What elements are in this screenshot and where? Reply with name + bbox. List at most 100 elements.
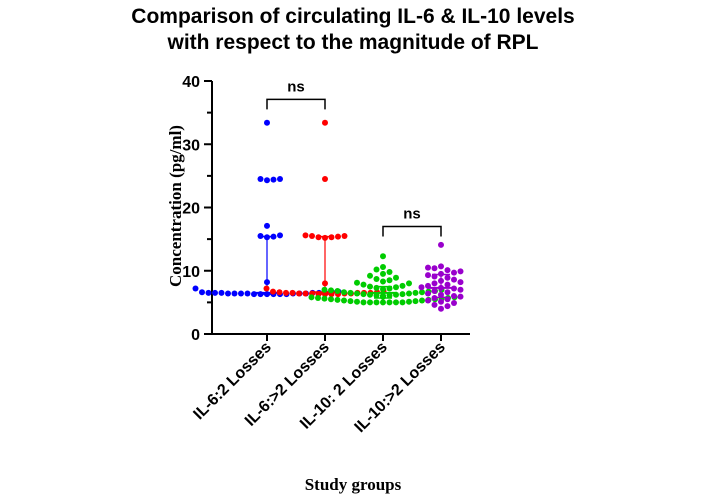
significance-annotations: ns ns: [266, 78, 442, 237]
data-point: [257, 291, 264, 298]
data-point: [373, 284, 380, 291]
data-point: [425, 264, 431, 271]
data-point: [322, 176, 328, 183]
data-point: [199, 289, 205, 296]
series-group: [418, 241, 464, 312]
data-point: [360, 281, 367, 288]
data-point: [412, 298, 419, 305]
series-group: [192, 119, 342, 298]
data-point: [373, 292, 380, 299]
data-point: [347, 289, 354, 296]
data-point: [367, 283, 373, 290]
data-point: [373, 275, 380, 282]
data-point: [425, 290, 431, 297]
data-point: [393, 284, 399, 291]
data-point: [380, 270, 386, 277]
data-point: [212, 289, 218, 296]
data-point: [386, 292, 393, 299]
data-point: [321, 286, 328, 293]
data-point: [277, 176, 283, 183]
data-point: [270, 288, 276, 295]
series-group: [263, 119, 387, 298]
data-point: [264, 119, 270, 126]
data-point: [225, 290, 231, 297]
data-point: [322, 119, 328, 126]
data-point: [263, 285, 270, 292]
data-point: [444, 267, 451, 274]
data-point: [341, 232, 348, 239]
data-point: [393, 274, 399, 281]
data-point: [322, 291, 328, 298]
data-point: [264, 279, 270, 286]
data-point: [257, 232, 264, 239]
data-point: [431, 301, 438, 308]
data-point: [393, 299, 399, 306]
data-point: [406, 280, 412, 287]
data-point: [367, 299, 373, 306]
data-point: [438, 305, 444, 312]
data-point: [367, 272, 373, 279]
y-tick-label: 40: [182, 74, 200, 91]
data-point: [386, 277, 393, 284]
data-point: [335, 233, 341, 240]
data-point: [438, 263, 444, 270]
data-point: [418, 284, 425, 291]
data-point: [457, 268, 464, 275]
data-point: [419, 297, 425, 304]
significance-label: ns: [403, 205, 421, 222]
data-point: [205, 289, 212, 296]
data-point: [315, 294, 321, 301]
data-point: [451, 293, 457, 300]
data-point: [399, 282, 406, 289]
data-point: [264, 234, 270, 241]
data-point: [341, 297, 347, 304]
data-point: [451, 276, 457, 283]
data-marks: [192, 119, 464, 312]
significance-label: ns: [287, 78, 305, 95]
y-tick-label: 10: [182, 264, 200, 281]
data-point: [444, 274, 451, 281]
data-point: [264, 222, 270, 229]
data-point: [360, 291, 367, 298]
data-point: [302, 290, 309, 297]
data-point: [270, 233, 277, 240]
data-point: [309, 232, 315, 239]
data-point: [328, 296, 334, 303]
data-point: [354, 279, 360, 286]
data-point: [373, 299, 380, 306]
data-point: [406, 290, 412, 297]
data-point: [425, 297, 431, 304]
data-point: [451, 300, 457, 307]
data-point: [360, 299, 367, 306]
data-point: [380, 253, 386, 260]
data-point: [412, 289, 419, 296]
significance-bracket: [266, 98, 326, 110]
data-point: [386, 299, 393, 306]
data-point: [406, 298, 412, 305]
y-tick-label: 20: [182, 201, 200, 218]
data-point: [425, 272, 431, 279]
data-point: [322, 234, 328, 241]
data-point: [341, 289, 347, 296]
data-point: [244, 290, 251, 297]
data-point: [451, 269, 457, 276]
data-point: [444, 296, 451, 303]
data-point: [302, 232, 309, 239]
data-point: [277, 232, 283, 239]
data-point: [399, 299, 406, 306]
data-point: [431, 287, 438, 294]
data-point: [438, 277, 444, 284]
data-point: [276, 289, 283, 296]
data-point: [457, 286, 464, 293]
data-point: [431, 273, 438, 280]
data-point: [334, 296, 341, 303]
data-point: [444, 281, 451, 288]
data-point: [251, 291, 257, 298]
data-point: [334, 287, 341, 294]
data-point: [386, 269, 393, 276]
data-point: [347, 298, 354, 305]
data-point: [257, 176, 264, 183]
data-point: [328, 287, 334, 294]
